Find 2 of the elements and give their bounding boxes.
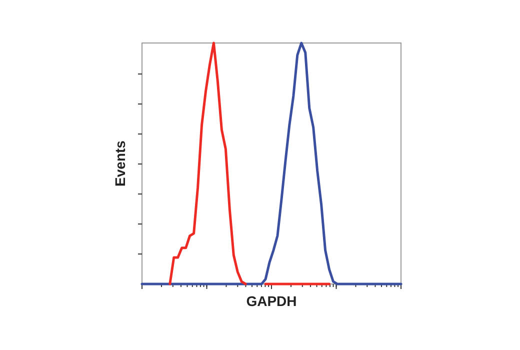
y-axis-title: Events	[112, 140, 128, 186]
x-axis-title: GAPDH	[246, 293, 297, 309]
